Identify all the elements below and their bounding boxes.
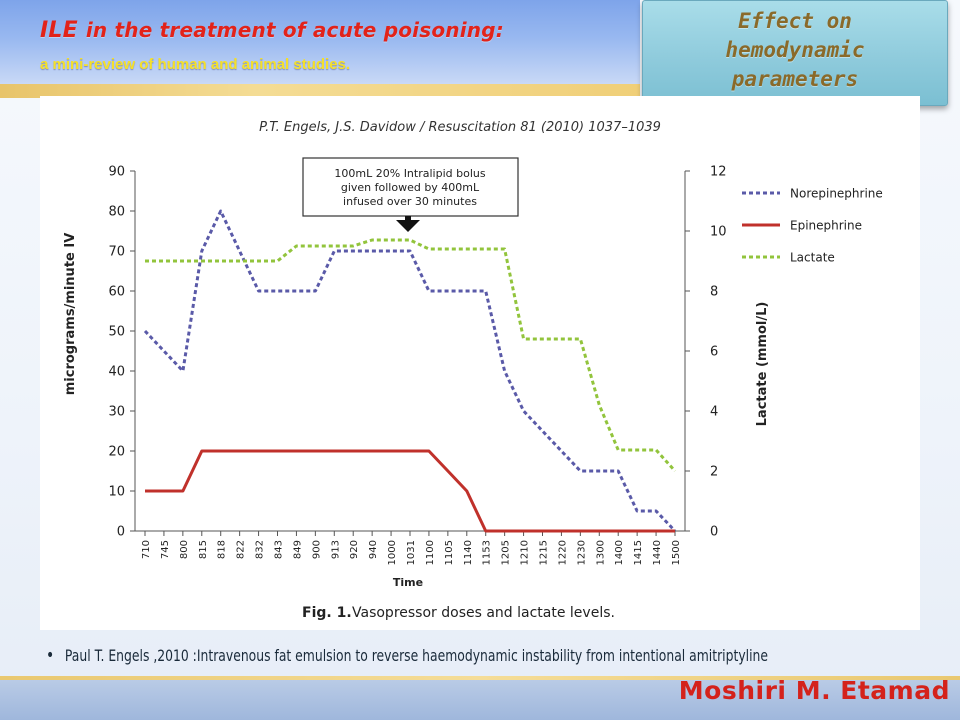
x-tick-label: 818 <box>217 540 228 559</box>
legend-label-norepinephrine: Norepinephrine <box>790 187 883 201</box>
x-tick-label: 1205 <box>501 540 512 565</box>
bullet-icon: • <box>46 645 55 666</box>
chart-panel: P.T. Engels, J.S. Davidow / Resuscitatio… <box>40 96 920 630</box>
y-axis-left-label: micrograms/minute IV <box>63 233 78 396</box>
y-left-tick-label: 90 <box>108 165 125 180</box>
x-tick-label: 1140 <box>463 540 474 565</box>
x-tick-label: 940 <box>368 540 379 559</box>
effect-line-2: hemodynamic <box>725 38 865 62</box>
x-tick-label: 913 <box>330 540 341 559</box>
chart-legend: Norepinephrine Epinephrine Lactate <box>742 187 883 265</box>
y-right-tick-label: 6 <box>710 345 718 360</box>
x-tick-label: 1210 <box>520 540 531 565</box>
x-tick-label: 1230 <box>576 540 587 565</box>
y-left-tick-label: 60 <box>108 285 125 300</box>
header-band <box>0 0 640 84</box>
x-tick-label: 849 <box>292 540 303 559</box>
y-right-tick-label: 2 <box>710 465 718 480</box>
x-tick-label: 1300 <box>595 540 606 565</box>
legend-label-lactate: Lactate <box>790 251 835 265</box>
y-left-tick-label: 30 <box>108 405 125 420</box>
x-tick-label: 800 <box>179 540 190 559</box>
x-tick-label: 822 <box>236 540 247 559</box>
footer-band <box>0 680 960 720</box>
y-left-tick-label: 20 <box>108 445 125 460</box>
slide-title-rest: in the treatment of acute poisoning: <box>85 18 504 42</box>
x-tick-label: 745 <box>160 540 171 559</box>
annotation-line: 100mL 20% Intralipid bolus <box>334 167 485 180</box>
x-tick-label: 1220 <box>557 540 568 565</box>
slide-title: ILE in the treatment of acute poisoning: <box>40 18 504 43</box>
effect-line-3: parameters <box>731 67 859 91</box>
y-axis-right-label: Lactate (mmol/L) <box>755 302 770 427</box>
y-right-tick-label: 10 <box>710 225 727 240</box>
x-tick-label: 843 <box>274 540 285 559</box>
slide-title-ile: ILE <box>40 18 78 43</box>
chart-marks <box>143 209 677 533</box>
x-tick-label: 1500 <box>671 540 682 565</box>
chart-svg: P.T. Engels, J.S. Davidow / Resuscitatio… <box>63 120 883 621</box>
series-line-lactate <box>145 238 677 473</box>
x-tick-label: 710 <box>141 540 152 559</box>
x-tick-label: 920 <box>349 540 360 559</box>
footer-gold-stripe <box>0 676 960 682</box>
x-tick-label: 1440 <box>652 540 663 565</box>
x-tick-label: 1400 <box>614 540 625 565</box>
x-tick-label: 815 <box>198 540 209 559</box>
slide-subtitle: a mini-review of human and animal studie… <box>40 56 351 73</box>
x-tick-label: 1000 <box>387 540 398 565</box>
figure-caption-text: Vasopressor doses and lactate levels. <box>352 605 615 621</box>
x-tick-label: 1153 <box>482 540 493 565</box>
y-left-tick-label: 70 <box>108 245 125 260</box>
y-right-tick-label: 12 <box>710 165 727 180</box>
x-tick-label: 1415 <box>633 540 644 565</box>
figure-caption-label: Fig. 1. <box>302 605 352 621</box>
series-line-epinephrine <box>145 449 675 533</box>
author-name: Moshiri M. Etamad <box>678 676 950 705</box>
y-left-tick-label: 0 <box>117 525 125 540</box>
annotation-line: given followed by 400mL <box>341 181 480 194</box>
x-tick-label: 1105 <box>444 540 455 565</box>
effect-line-1: Effect on <box>738 9 852 33</box>
y-right-tick-label: 0 <box>710 525 718 540</box>
annotation-box <box>302 157 519 217</box>
x-tick-label: 1031 <box>406 540 417 565</box>
y-left-tick-label: 40 <box>108 365 125 380</box>
x-tick-label: 1215 <box>539 540 550 565</box>
y-right-tick-label: 8 <box>710 285 718 300</box>
x-tick-label: 1100 <box>425 540 436 565</box>
y-left-tick-label: 50 <box>108 325 125 340</box>
y-left-tick-label: 80 <box>108 205 125 220</box>
x-tick-label: 900 <box>311 540 322 559</box>
annotation-arrow-head <box>396 220 420 232</box>
legend-label-epinephrine: Epinephrine <box>790 219 862 233</box>
series-line-norepinephrine <box>143 209 677 533</box>
x-axis-label: Time <box>393 576 423 589</box>
header-gold-stripe <box>0 84 640 98</box>
annotation-line: infused over 30 minutes <box>343 195 477 208</box>
effect-box: Effect on hemodynamic parameters <box>642 0 948 106</box>
y-left-tick-label: 10 <box>108 485 125 500</box>
chart-header: P.T. Engels, J.S. Davidow / Resuscitatio… <box>259 120 661 135</box>
x-tick-label: 832 <box>255 540 266 559</box>
y-right-tick-label: 4 <box>710 405 718 420</box>
effect-box-text: Effect on hemodynamic parameters <box>643 7 947 94</box>
